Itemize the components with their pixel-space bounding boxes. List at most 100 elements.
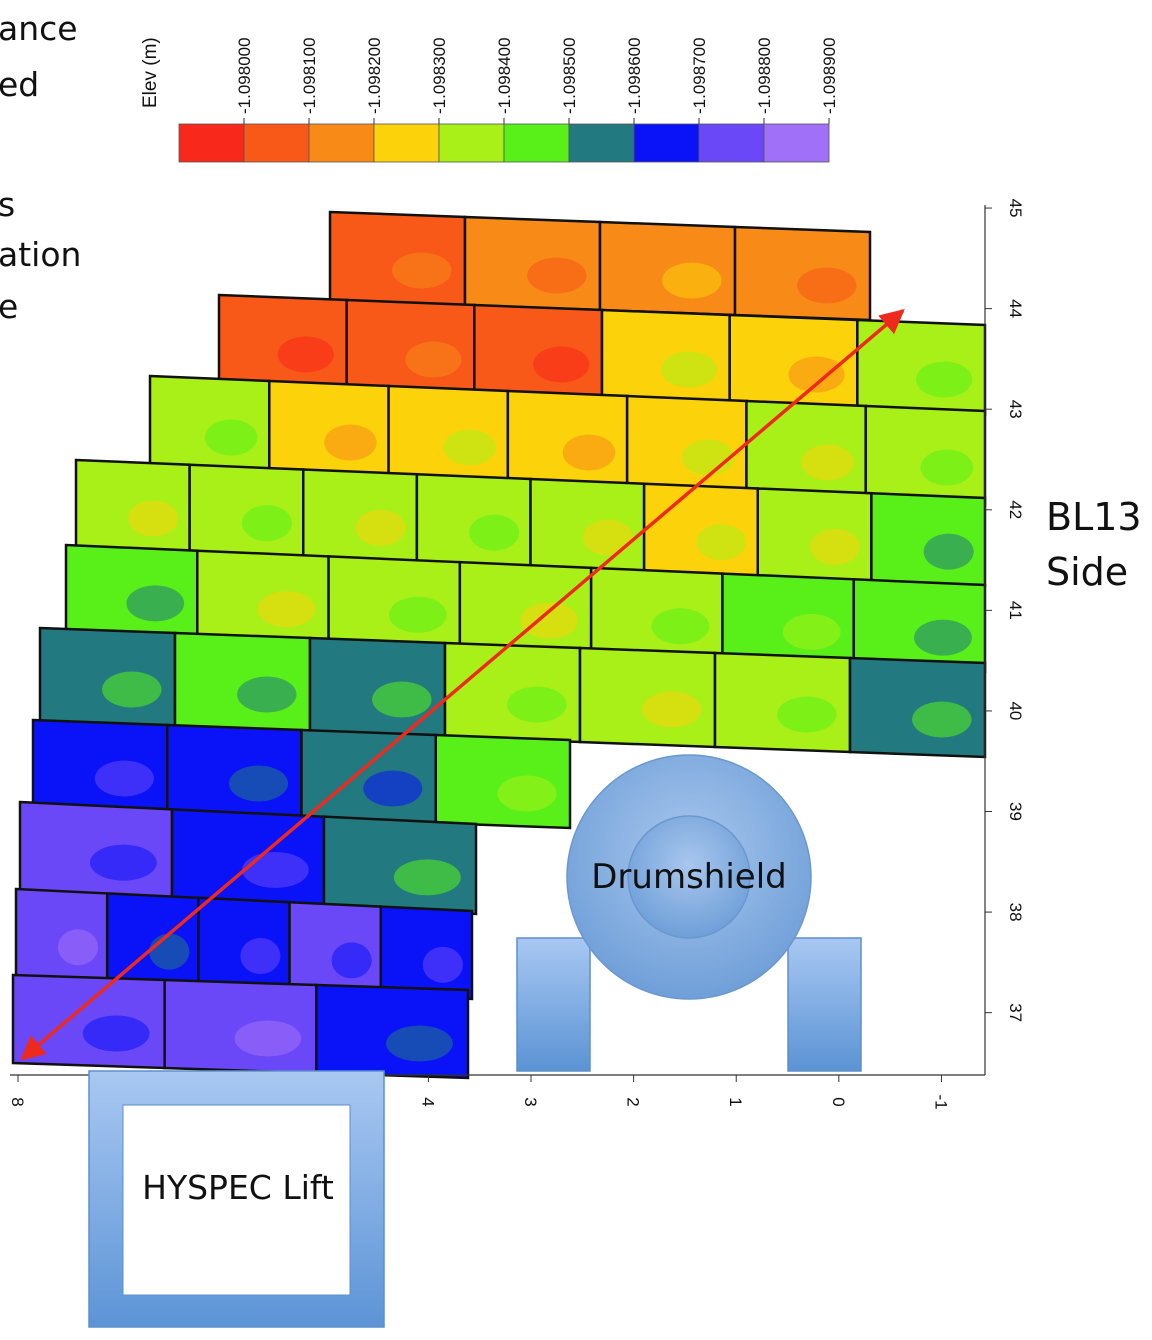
heatmap-cell [302,468,419,564]
heatmap-contour [204,419,258,456]
heatmap-contour [801,444,854,481]
heatmap-contour [355,509,406,546]
heatmap-contour [443,429,496,466]
heatmap-cell [473,303,604,402]
heatmap-cell [721,572,855,668]
x-tick-label: 1 [726,1097,745,1106]
y-tick-label: 37 [1006,1003,1025,1022]
heatmap-cell [589,566,724,662]
heatmap-contour [527,257,587,294]
heatmap-cell [379,905,474,1001]
heatmap-row [11,973,470,1080]
heatmap-cell [415,472,532,569]
drumshield-right-leg [787,937,862,1072]
heatmap-contour [662,262,722,299]
drumshield-label: Drumshield [591,857,786,897]
y-tick-label: 41 [1006,601,1025,620]
bl13-side-label-line2: Side [1046,550,1129,594]
heatmap-row [328,210,872,322]
heatmap-contour [126,585,185,622]
x-tick-label: 8 [8,1097,27,1106]
heatmap-contour [912,701,972,738]
x-tick-label: 3 [521,1097,540,1106]
legend-tick-label: -1.098800 [755,37,774,114]
heatmap-contour [797,267,857,304]
legend-tick-labels: -1.098000 -1.098100 -1.098200 -1.098300 -1.0… [235,37,839,124]
heatmap-cell [188,463,305,559]
heatmap-contour [916,361,973,398]
heatmap-contour [920,449,974,486]
heatmap-contour [782,613,841,650]
y-tick-label: 40 [1006,701,1025,720]
heatmap-cell [463,215,602,312]
heatmap-contour [923,533,974,570]
heatmap-cell [745,399,867,502]
heatmap-contour [331,942,372,979]
heatmap-cell [327,555,462,651]
heatmap-cell [11,973,166,1070]
heatmap-contour [660,351,717,388]
heatmap-cell [434,733,572,830]
hyspec-lift-diagram: HYSPEC Lift [88,1070,385,1328]
heatmap-contour [914,619,972,656]
heatmap-cell [625,394,748,497]
heatmap-contour [241,505,292,542]
y-tick-label: 39 [1006,802,1025,821]
heatmap-cell [506,389,629,492]
heatmap-contour [57,929,99,966]
heatmap-cell [848,656,987,759]
heatmap-cell [105,892,200,988]
heatmap-cell [345,298,476,397]
heatmap-contour [582,519,633,556]
heatmap-contour [229,765,289,802]
heatmap-cell [578,646,717,749]
heatmap-contour [497,775,557,812]
heatmap-cell [163,978,318,1075]
y-tick-label: 38 [1006,903,1025,922]
heatmap-contour [405,341,462,378]
heatmap-cell [196,549,330,645]
x-tick-label: 0 [829,1097,848,1106]
y-tick-label: 44 [1006,299,1025,318]
heatmap-cell [14,887,109,983]
cropped-text-line-1: ance [0,9,78,48]
heatmap-contour [241,852,309,888]
hyspec-lift-opening [122,1104,351,1296]
legend-tick-label: -1.098700 [690,37,709,114]
heatmap-contour [372,681,432,718]
heatmap-cell [728,313,859,412]
heatmap-cell [600,308,731,407]
legend-swatch [178,123,245,163]
y-tick-label: 42 [1006,500,1025,519]
cropped-text-line-2: ed [0,65,40,104]
y-tick-label: 43 [1006,400,1025,419]
heatmap-cell [387,384,510,487]
heatmap-contour [393,859,461,896]
heatmap-cell [322,815,478,916]
heatmap-cell [173,631,312,734]
heatmap-contour [562,434,616,471]
heatmap-contour [507,686,567,723]
heatmap-contour [94,760,154,797]
legend-swatch [503,123,570,163]
heatmap-contour [240,938,281,974]
y-tick-label: 45 [1006,199,1025,218]
y-ticks: 45 44 43 42 41 40 39 38 37 [985,199,1025,1022]
heatmap-contour [533,346,590,383]
cropped-text-line-4: ation [0,235,82,274]
legend-tick-label: -1.098300 [430,37,449,114]
heatmap-cell [31,718,169,815]
heatmap-cell [300,728,437,825]
bl13-side-label-line1: BL13 [1046,495,1142,539]
legend-tick-label: -1.098600 [625,37,644,114]
cropped-text-line-5: e [0,287,19,326]
legend-swatch [438,123,505,163]
heatmap-contour [82,1015,150,1052]
x-tick-label: 2 [624,1097,643,1106]
heatmap-contour [642,691,702,728]
heatmap-contour [469,514,520,551]
legend-tick-label: -1.098400 [495,37,514,114]
legend-swatch [243,123,310,163]
legend-swatches [178,123,830,163]
